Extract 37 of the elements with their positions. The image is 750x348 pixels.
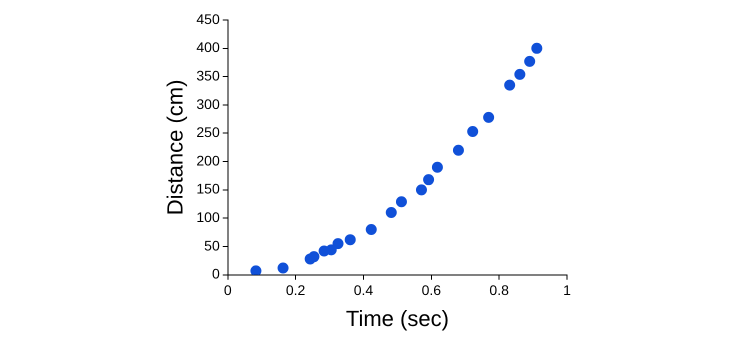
y-tick-label: 0 [212,266,220,282]
point [467,126,478,138]
point [308,251,320,262]
y-tick-label: 250 [196,124,220,140]
point [386,207,397,218]
point [432,162,443,173]
point [250,265,262,275]
point [326,244,337,256]
point [514,68,526,80]
y-tick-label: 350 [196,67,220,84]
point [416,184,427,196]
x-tick-label: 1 [563,282,572,298]
y-tick-label: 450 [196,10,220,27]
point [344,234,356,246]
x-axis-title: Time (sec) [346,306,449,331]
point [366,224,377,235]
point [531,42,542,54]
y-tick-label: 100 [196,209,220,226]
point [452,144,464,156]
x-tick-label: 0.4 [354,282,374,298]
point [278,262,289,274]
point [504,80,516,91]
y-tick-label: 400 [196,39,220,56]
y-tick-label: 200 [196,152,220,168]
y-tick-label: 150 [196,180,220,197]
x-tick-label: 0.8 [489,282,510,298]
x-tick-label: 0 [224,282,232,298]
y-axis-title: Distance (cm) [162,80,188,216]
point [396,196,407,208]
point [423,174,434,186]
point [483,112,494,123]
x-tick-label: 0.2 [286,282,306,298]
y-tick-label: 300 [196,96,220,112]
x-tick-label: 0.6 [422,282,442,298]
point [332,238,344,250]
y-tick-label: 50 [204,237,220,254]
point [524,56,536,67]
